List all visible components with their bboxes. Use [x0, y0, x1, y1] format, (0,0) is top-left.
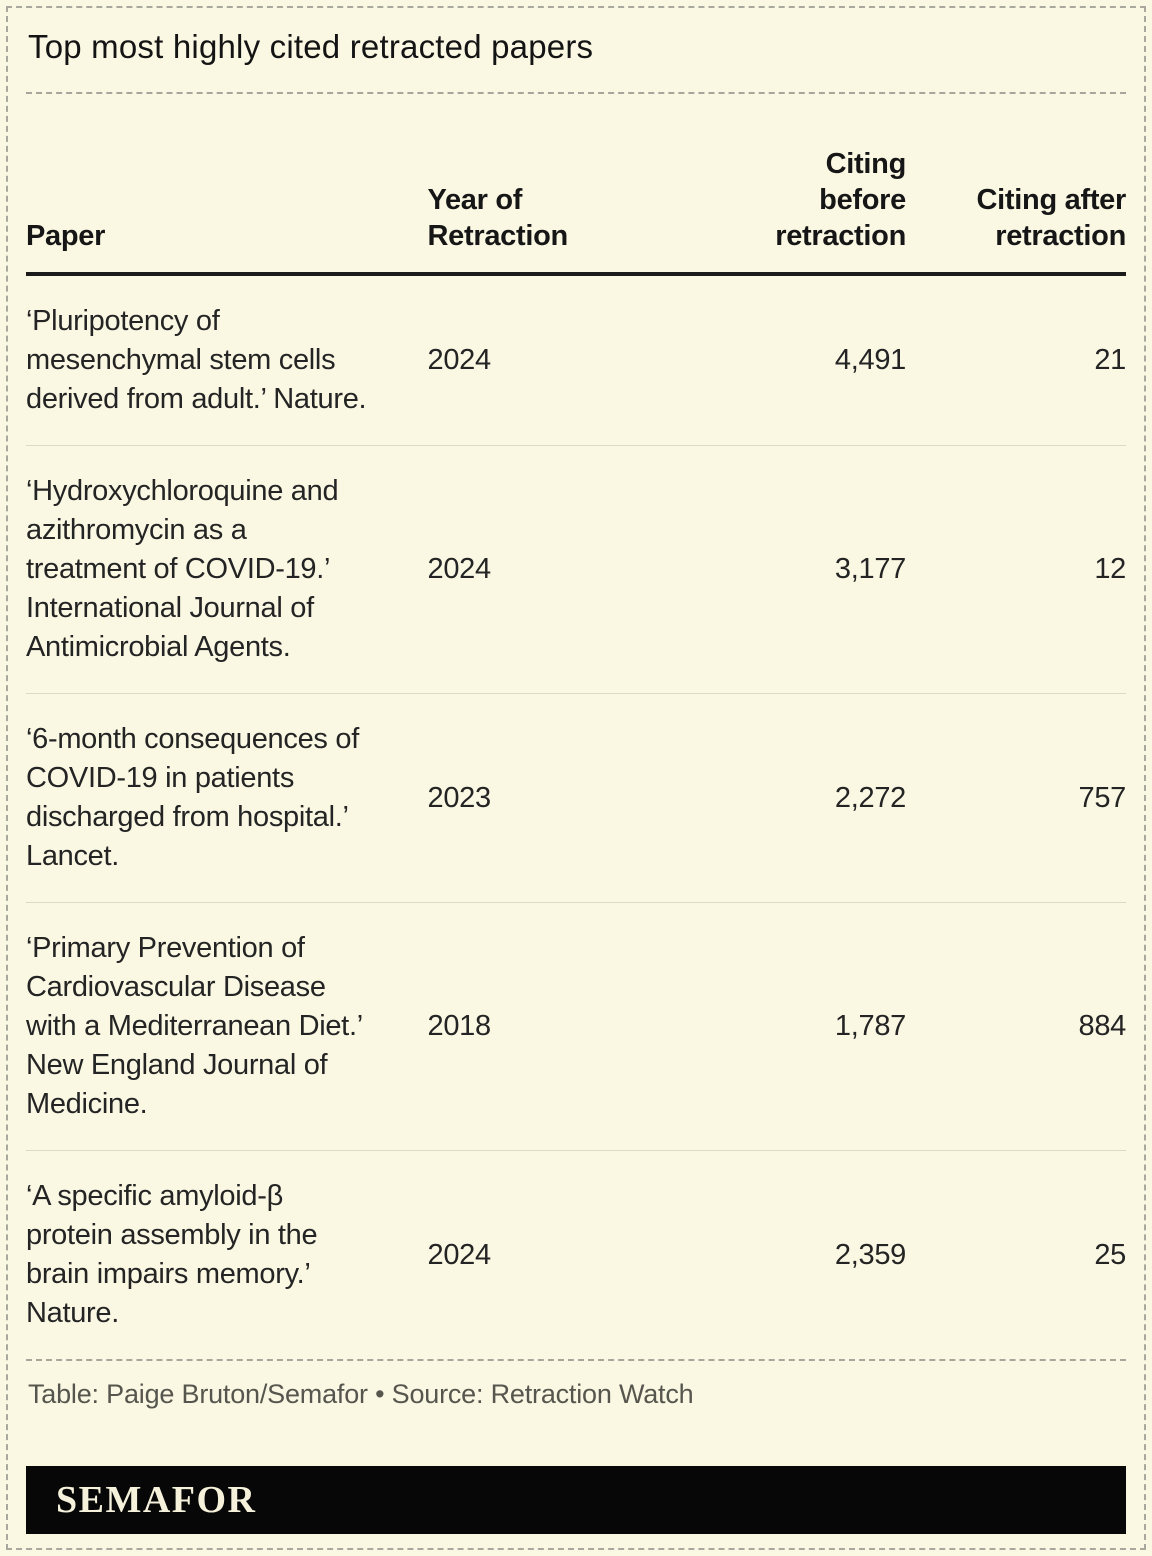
table-row: ‘6-month consequences of COVID-19 in pat… — [26, 693, 1127, 903]
citing-before-cell: 3,177 — [834, 553, 906, 585]
paper-cell: ‘6-month consequences of COVID-19 in pat… — [26, 694, 428, 903]
citing-before-cell: 1,787 — [834, 1010, 906, 1042]
column-header-paper: Paper — [26, 146, 428, 276]
title-divider — [26, 92, 1126, 94]
column-header-citing-before-label: Citing before retraction — [775, 148, 906, 252]
footer-divider — [26, 1359, 1126, 1361]
paper-title: ‘Hydroxychloroquine and azithromycin as … — [26, 475, 339, 663]
paper-title: ‘6-month consequences of COVID-19 in pat… — [26, 723, 359, 872]
citing-before-cell: 2,359 — [834, 1238, 906, 1271]
paper-cell: ‘Pluripotency of mesenchymal stem cells … — [26, 274, 428, 446]
table-body: ‘Pluripotency of mesenchymal stem cells … — [26, 274, 1126, 1359]
semafor-logo-bar: SEMAFOR — [26, 1466, 1126, 1534]
page-title: Top most highly cited retracted papers — [28, 28, 594, 65]
paper-cell: ‘Primary Prevention of Cardiovascular Di… — [26, 903, 428, 1151]
citing-before-cell: 4,491 — [834, 344, 906, 376]
table-row: ‘Hydroxychloroquine and azithromycin as … — [26, 445, 1126, 694]
semafor-logo: SEMAFOR — [56, 1479, 257, 1521]
citing-after-cell: 25 — [1094, 1238, 1126, 1271]
column-header-year-label: Year of Retraction — [427, 184, 569, 252]
table-row: ‘A specific amyloid-β protein assembly i… — [26, 1150, 1126, 1360]
paper-cell: ‘Hydroxychloroquine and azithromycin as … — [26, 446, 428, 694]
paper-title: ‘A specific amyloid-β protein assembly i… — [26, 1180, 318, 1329]
paper-title: ‘Primary Prevention of Cardiovascular Di… — [26, 932, 362, 1120]
paper-title: ‘Pluripotency of mesenchymal stem cells … — [26, 305, 367, 415]
paper-cell: ‘A specific amyloid-β protein assembly i… — [26, 1151, 428, 1360]
citing-after-cell: 884 — [1078, 1010, 1127, 1042]
table-header: Paper Year of Retraction Citing before r… — [26, 146, 1127, 276]
column-header-citing-after-label: Citing after retraction — [976, 184, 1127, 252]
column-header-citing-after: Citing after retraction — [906, 146, 1127, 276]
citing-after-cell: 12 — [1094, 553, 1126, 585]
column-header-year: Year of Retraction — [427, 146, 604, 276]
column-header-paper-label: Paper — [26, 220, 106, 252]
table-row: ‘Primary Prevention of Cardiovascular Di… — [26, 902, 1127, 1151]
year-cell: 2024 — [427, 1238, 492, 1271]
year-cell: 2018 — [427, 1010, 492, 1042]
year-cell: 2024 — [427, 553, 492, 585]
page-frame: Top most highly cited retracted papers P… — [6, 6, 1146, 1550]
citing-after-cell: 757 — [1078, 781, 1127, 814]
year-cell: 2024 — [427, 344, 492, 376]
citing-before-cell: 2,272 — [834, 781, 906, 814]
retracted-papers-table: Paper Year of Retraction Citing before r… — [26, 146, 1126, 1359]
column-header-citing-before: Citing before retraction — [603, 146, 906, 276]
table-credit: Table: Paige Bruton/Semafor • Source: Re… — [28, 1379, 694, 1409]
table-row: ‘Pluripotency of mesenchymal stem cells … — [26, 274, 1126, 446]
year-cell: 2023 — [427, 781, 492, 814]
header-row: Paper Year of Retraction Citing before r… — [26, 146, 1127, 276]
citing-after-cell: 21 — [1094, 344, 1126, 376]
